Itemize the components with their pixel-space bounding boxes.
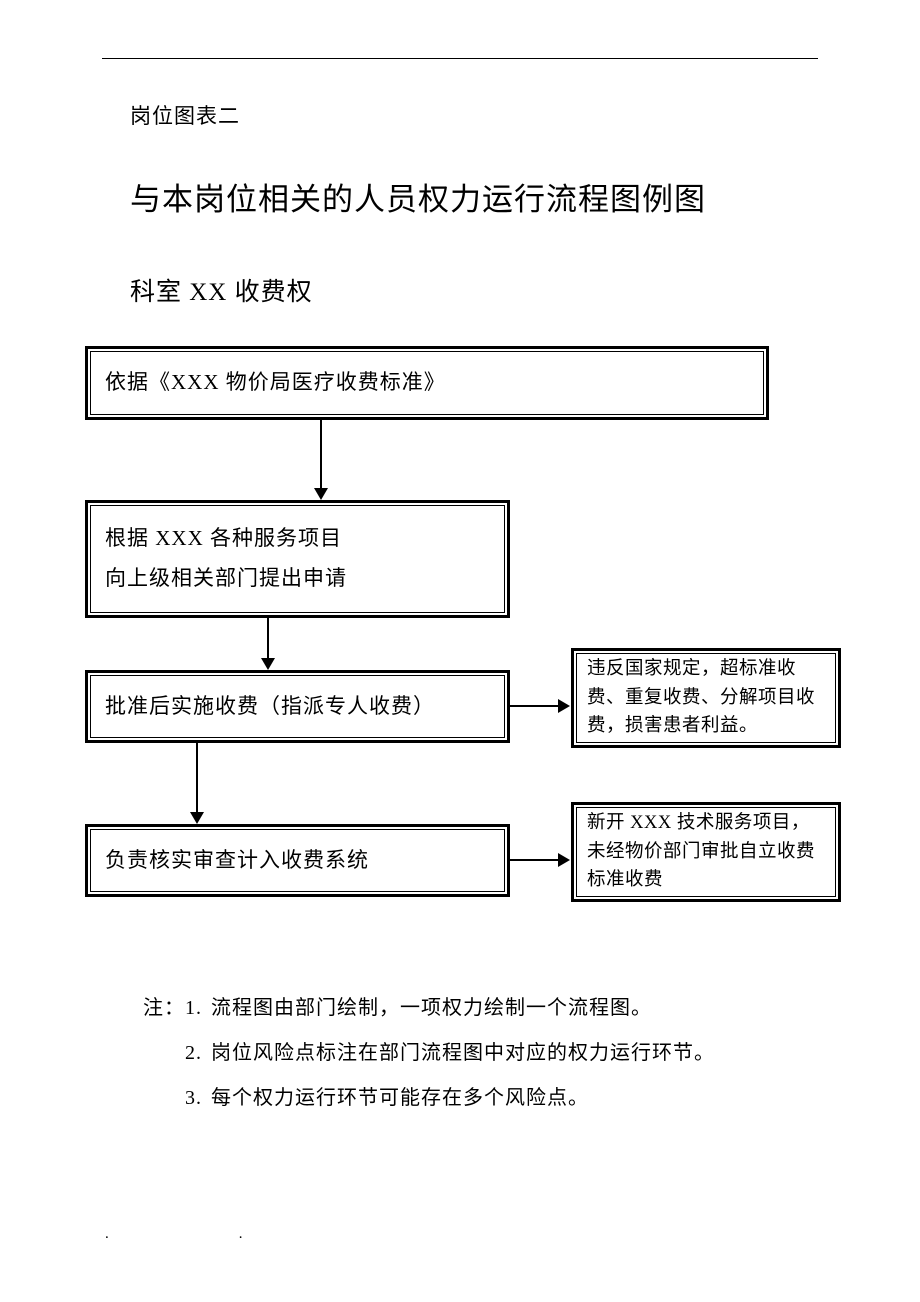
node-inner-border: 负责核实审查计入收费系统: [90, 829, 505, 892]
note-text: 岗位风险点标注在部门流程图中对应的权力运行环节。: [211, 1031, 715, 1076]
note-row: 2. 岗位风险点标注在部门流程图中对应的权力运行环节。: [131, 1031, 715, 1076]
flow-risk-node: 新开 XXX 技术服务项目，未经物价部门审批自立收费标准收费: [571, 802, 841, 902]
arrow-down-icon: [320, 420, 322, 490]
node-inner-border: 违反国家规定，超标准收费、重复收费、分解项目收费，损害患者利益。: [576, 653, 836, 743]
node-text-line: 批准后实施收费（指派专人收费）: [91, 687, 504, 727]
node-inner-border: 根据 XXX 各种服务项目向上级相关部门提出申请: [90, 505, 505, 613]
node-text-line: 负责核实审查计入收费系统: [91, 841, 504, 881]
page-title: 与本岗位相关的人员权力运行流程图例图: [130, 174, 706, 219]
node-text-line: 新开 XXX 技术服务项目，未经物价部门审批自立收费标准收费: [577, 803, 835, 901]
notes-prefix: 注：: [131, 986, 185, 1031]
note-row: 注： 1. 流程图由部门绘制，一项权力绘制一个流程图。: [131, 986, 715, 1031]
note-number: 3.: [185, 1076, 211, 1121]
note-row: 3. 每个权力运行环节可能存在多个风险点。: [131, 1076, 715, 1121]
arrow-right-icon: [510, 705, 560, 707]
page-root: 岗位图表二 与本岗位相关的人员权力运行流程图例图 科室 XX 收费权 依据《XX…: [0, 0, 920, 1302]
note-number: 2.: [185, 1031, 211, 1076]
node-text-line: 违反国家规定，超标准收费、重复收费、分解项目收费，损害患者利益。: [577, 649, 835, 747]
flow-risk-node: 违反国家规定，超标准收费、重复收费、分解项目收费，损害患者利益。: [571, 648, 841, 748]
note-text: 每个权力运行环节可能存在多个风险点。: [211, 1076, 589, 1121]
flow-main-node: 批准后实施收费（指派专人收费）: [85, 670, 510, 743]
node-inner-border: 依据《XXX 物价局医疗收费标准》: [90, 351, 764, 415]
arrow-down-icon: [196, 743, 198, 814]
arrow-down-icon: [267, 618, 269, 660]
arrow-right-icon: [510, 859, 560, 861]
notes-block: 注： 1. 流程图由部门绘制，一项权力绘制一个流程图。 2. 岗位风险点标注在部…: [131, 986, 715, 1121]
node-text-line: 向上级相关部门提出申请: [91, 559, 504, 599]
note-text: 流程图由部门绘制，一项权力绘制一个流程图。: [211, 986, 652, 1031]
node-text-line: 依据《XXX 物价局医疗收费标准》: [91, 363, 763, 403]
flow-main-node: 负责核实审查计入收费系统: [85, 824, 510, 897]
flow-main-node: 根据 XXX 各种服务项目向上级相关部门提出申请: [85, 500, 510, 618]
notes-prefix-spacer: [131, 1076, 185, 1121]
note-number: 1.: [185, 986, 211, 1031]
page-subtitle: 科室 XX 收费权: [130, 272, 313, 308]
chart-label: 岗位图表二: [130, 100, 240, 130]
node-inner-border: 新开 XXX 技术服务项目，未经物价部门审批自立收费标准收费: [576, 807, 836, 897]
flow-main-node: 依据《XXX 物价局医疗收费标准》: [85, 346, 769, 420]
notes-prefix-spacer: [131, 1031, 185, 1076]
top-horizontal-rule: [102, 58, 818, 59]
node-inner-border: 批准后实施收费（指派专人收费）: [90, 675, 505, 738]
node-text-line: 根据 XXX 各种服务项目: [91, 519, 504, 559]
footer-dots: ..: [105, 1226, 373, 1243]
